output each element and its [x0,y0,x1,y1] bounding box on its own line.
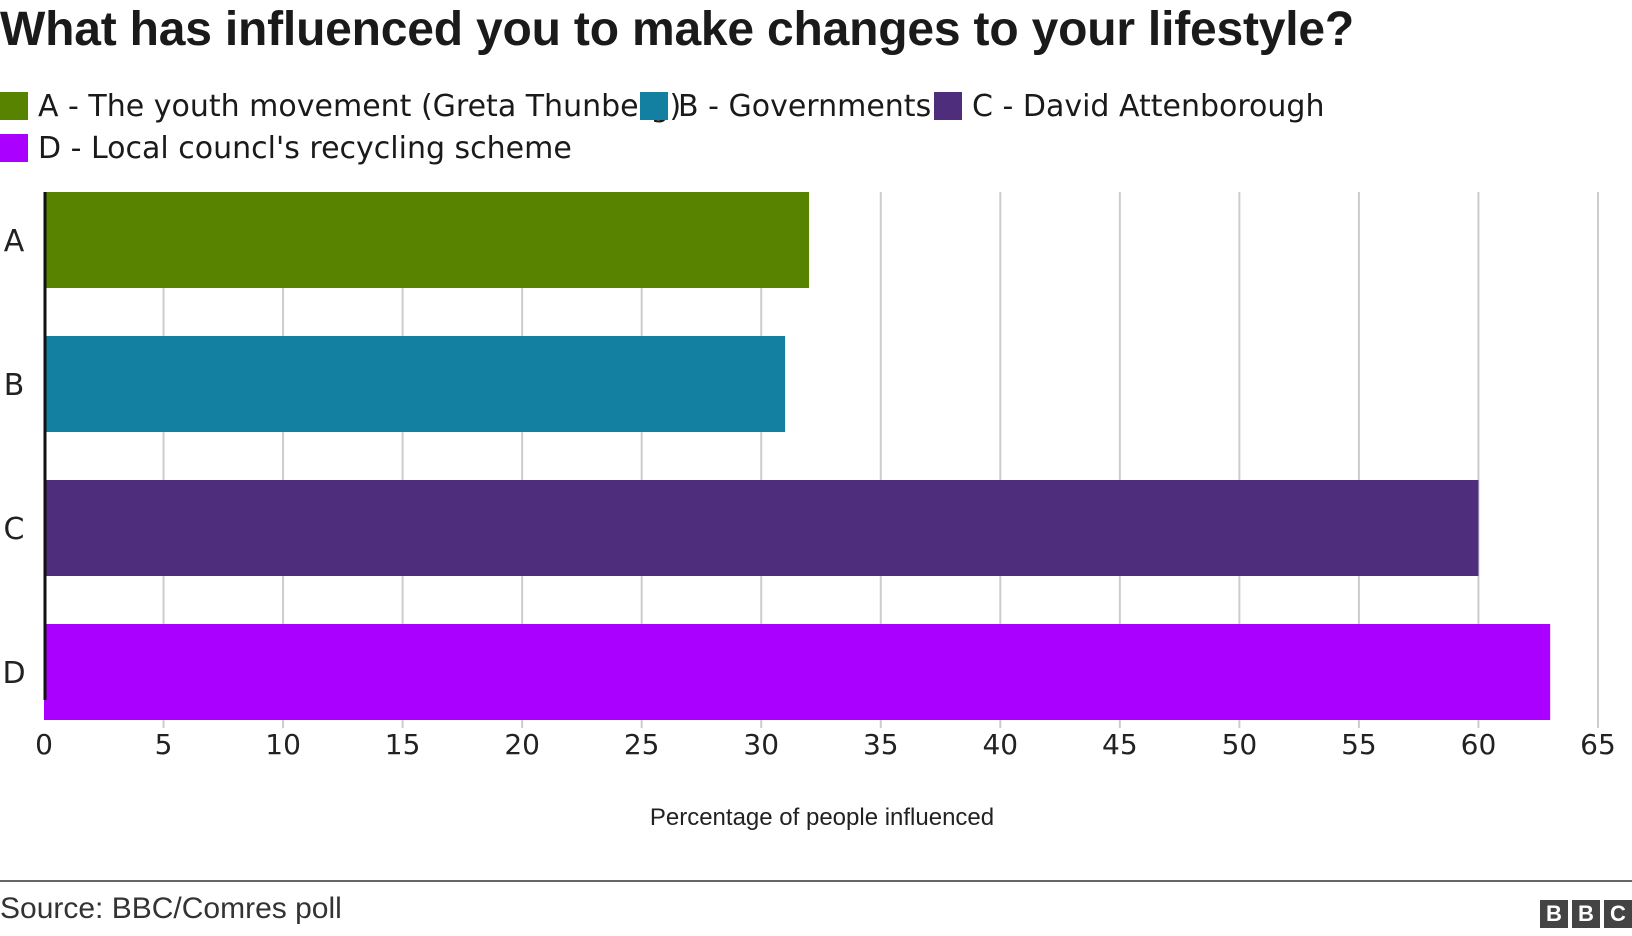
x-tick-label: 5 [155,728,173,761]
x-tick-label: 55 [1341,728,1377,761]
bbc-logo: B B C [1540,900,1632,928]
bar-a [44,192,810,288]
x-tick-label: 10 [265,728,301,761]
footer-divider [0,880,1632,882]
y-tick-label: C [4,512,25,547]
legend-item-d: D - Local councl's recycling scheme [0,128,572,168]
x-tick-label: 20 [504,728,540,761]
x-tick-label: 15 [385,728,421,761]
x-tick-label: 60 [1461,728,1497,761]
x-tick-label: 65 [1580,728,1616,761]
legend-swatch-a [0,92,28,120]
bar-b [44,336,786,432]
legend-label-d: D - Local councl's recycling scheme [38,130,572,166]
y-tick-label: D [2,656,25,691]
legend-swatch-d [0,134,28,162]
bbc-logo-letter: B [1540,900,1568,928]
bar-c [44,480,1479,576]
source-note: Source: BBC/Comres poll [0,892,342,925]
legend-label-c: C - David Attenborough [972,88,1325,124]
chart-title: What has influenced you to make changes … [0,3,1355,56]
x-tick-label: 30 [743,728,779,761]
x-tick-label: 50 [1222,728,1258,761]
x-tick-label: 35 [863,728,899,761]
legend-item-b: B - Governments [640,86,931,126]
x-tick-label: 40 [982,728,1018,761]
legend-item-c: C - David Attenborough [934,86,1325,126]
y-tick-label: B [4,368,25,403]
legend-swatch-c [934,92,962,120]
x-tick-label: 45 [1102,728,1138,761]
y-tick-label: A [4,224,25,259]
bbc-logo-letter: B [1572,900,1600,928]
legend-label-a: A - The youth movement (Greta Thunberg) [38,88,682,124]
bar-chart: A B C D 0 5 10 15 20 25 30 35 40 45 50 55 60 65 [2,192,1616,761]
bar-d [44,624,1551,720]
legend-item-a: A - The youth movement (Greta Thunberg) [0,86,681,126]
x-tick-label: 0 [35,728,53,761]
legend-label-b: B - Governments [678,88,932,124]
x-tick-label: 25 [624,728,660,761]
legend-swatch-b [640,92,668,120]
bbc-logo-letter: C [1604,900,1632,928]
x-axis-title: Percentage of people influenced [649,804,995,831]
